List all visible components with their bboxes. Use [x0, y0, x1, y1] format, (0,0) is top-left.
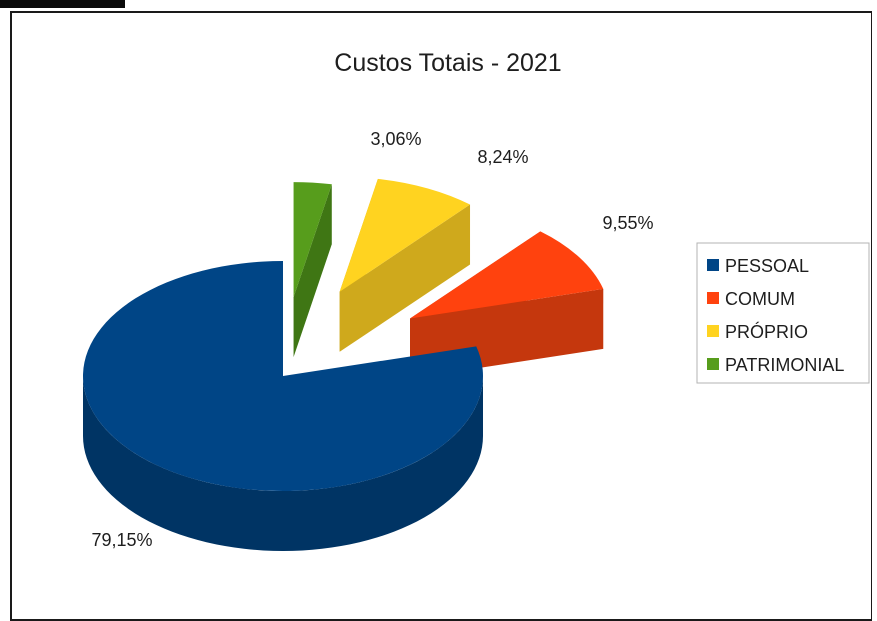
slice-patrimonial [293, 182, 332, 298]
legend: PESSOAL COMUM PRÓPRIO PATRIMONIAL [696, 242, 870, 384]
slice-pessoal [82, 261, 483, 491]
top-strip [0, 0, 125, 8]
chart-title: Custos Totais - 2021 [334, 49, 561, 77]
legend-label-comum: COMUM [725, 289, 795, 309]
slice-label-prprio: 8,24% [477, 147, 528, 167]
slice-label-pessoal: 79,15% [91, 530, 152, 550]
legend-label-patrimonial: PATRIMONIAL [725, 355, 844, 375]
slice-comum [410, 231, 604, 319]
legend-label-pessoal: PESSOAL [725, 256, 809, 276]
slice-prprio [339, 178, 471, 292]
slice-side-pessoal [83, 376, 483, 551]
slice-face-prprio-1 [339, 204, 471, 352]
slice-face-patrimonial-1 [293, 184, 332, 358]
legend-swatch-prprio [707, 325, 719, 337]
legend-border [696, 242, 870, 384]
pie-tops [82, 178, 604, 491]
legend-swatch-patrimonial [707, 358, 719, 370]
legend-swatch-comum [707, 292, 719, 304]
slice-label-comum: 9,55% [602, 213, 653, 233]
legend-swatch-pessoal [707, 259, 719, 271]
slice-label-patrimonial: 3,06% [370, 129, 421, 149]
legend-label-prprio: PRÓPRIO [725, 321, 808, 342]
pie-labels: 79,15% 9,55% 8,24% 3,06% [91, 129, 653, 550]
